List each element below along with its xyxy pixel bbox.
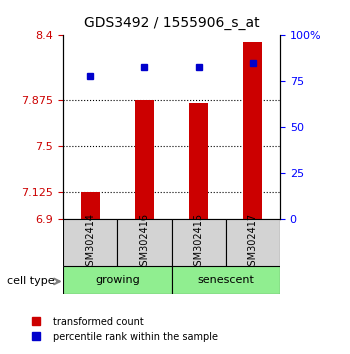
Text: growing: growing (95, 275, 140, 285)
Bar (189, 103, 208, 219)
FancyBboxPatch shape (63, 266, 172, 294)
Text: GSM302415: GSM302415 (194, 213, 204, 272)
FancyBboxPatch shape (63, 219, 117, 266)
Text: senescent: senescent (197, 275, 254, 285)
Text: GSM302416: GSM302416 (139, 213, 149, 272)
FancyBboxPatch shape (117, 219, 172, 266)
FancyBboxPatch shape (226, 219, 280, 266)
Title: GDS3492 / 1555906_s_at: GDS3492 / 1555906_s_at (84, 16, 259, 30)
Bar (80, 192, 100, 219)
Bar (243, 41, 262, 219)
FancyBboxPatch shape (172, 266, 280, 294)
Bar (135, 100, 154, 219)
Text: cell type: cell type (7, 276, 55, 286)
Text: GSM302414: GSM302414 (85, 213, 95, 272)
FancyBboxPatch shape (172, 219, 226, 266)
Legend: transformed count, percentile rank within the sample: transformed count, percentile rank withi… (22, 313, 222, 346)
Text: GSM302417: GSM302417 (248, 213, 258, 272)
